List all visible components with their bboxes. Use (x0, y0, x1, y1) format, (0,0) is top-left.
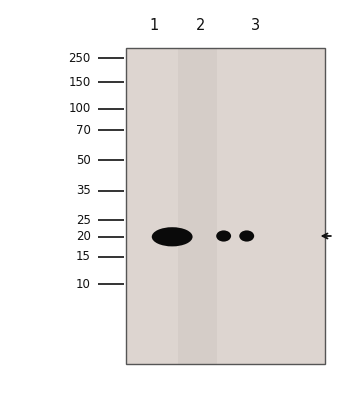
Text: 1: 1 (150, 18, 159, 34)
Text: 70: 70 (76, 124, 91, 136)
Text: 50: 50 (76, 154, 91, 166)
Ellipse shape (239, 230, 254, 242)
Text: 35: 35 (76, 184, 91, 197)
Text: 25: 25 (76, 214, 91, 226)
Text: 20: 20 (76, 230, 91, 243)
Text: 3: 3 (251, 18, 260, 34)
Text: 2: 2 (196, 18, 205, 34)
Text: 10: 10 (76, 278, 91, 290)
Text: 150: 150 (68, 76, 91, 88)
Bar (126, 48, 178, 364)
Ellipse shape (216, 230, 231, 242)
Bar (178, 48, 217, 364)
Text: 15: 15 (76, 250, 91, 263)
Ellipse shape (152, 227, 192, 246)
Text: 250: 250 (68, 52, 91, 64)
Bar (126, 48, 325, 364)
Text: 100: 100 (68, 102, 91, 115)
Bar (217, 48, 325, 364)
